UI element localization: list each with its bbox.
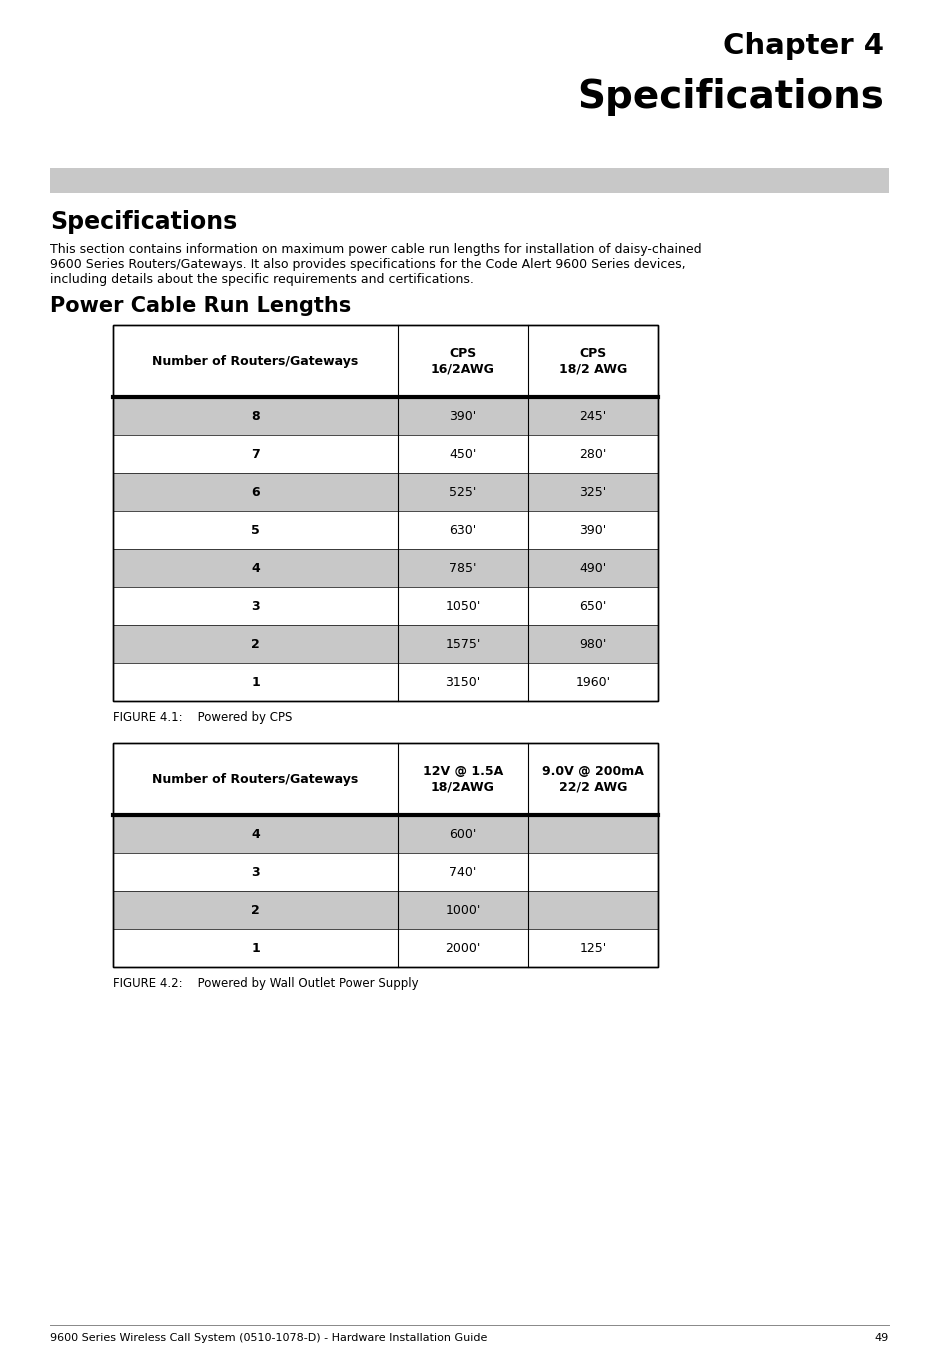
Text: 1575': 1575' (445, 638, 481, 650)
Text: This section contains information on maximum power cable run lengths for install: This section contains information on max… (50, 244, 701, 256)
Bar (113, 663, 658, 701)
Text: 600': 600' (450, 827, 477, 841)
Text: 4: 4 (251, 561, 260, 575)
Bar (113, 587, 658, 626)
Text: 3150': 3150' (445, 675, 481, 689)
Bar (113, 397, 658, 435)
Text: 1050': 1050' (445, 600, 481, 612)
Bar (113, 474, 658, 511)
Bar (113, 853, 658, 891)
Bar (113, 435, 658, 474)
Text: FIGURE 4.1:    Powered by CPS: FIGURE 4.1: Powered by CPS (113, 711, 292, 724)
Text: Chapter 4: Chapter 4 (723, 31, 884, 60)
Bar (113, 815, 658, 853)
Text: Power Cable Run Lengths: Power Cable Run Lengths (50, 296, 351, 316)
Text: 3: 3 (252, 600, 260, 612)
Text: 4: 4 (251, 827, 260, 841)
Text: 740': 740' (450, 865, 477, 879)
Text: 2000': 2000' (445, 942, 481, 954)
Bar (113, 626, 658, 663)
Text: Specifications: Specifications (50, 209, 238, 234)
Text: 12V @ 1.5A
18/2AWG: 12V @ 1.5A 18/2AWG (423, 765, 503, 793)
Text: 390': 390' (579, 523, 607, 537)
Bar (113, 743, 658, 815)
Text: 490': 490' (579, 561, 607, 575)
Text: 125': 125' (579, 942, 607, 954)
Bar (113, 324, 658, 701)
Text: Number of Routers/Gateways: Number of Routers/Gateways (152, 772, 359, 786)
Bar (113, 549, 658, 587)
Text: 1: 1 (251, 675, 260, 689)
Text: 9600 Series Wireless Call System (0510-1078-D) - Hardware Installation Guide: 9600 Series Wireless Call System (0510-1… (50, 1333, 487, 1343)
Bar (113, 511, 658, 549)
Bar (50, 168, 889, 193)
Text: 7: 7 (251, 448, 260, 460)
Bar (113, 743, 658, 967)
Text: 1: 1 (251, 942, 260, 954)
Text: 49: 49 (875, 1333, 889, 1343)
Text: 2: 2 (251, 904, 260, 916)
Text: 980': 980' (579, 638, 607, 650)
Text: 785': 785' (449, 561, 477, 575)
Text: 2: 2 (251, 638, 260, 650)
Text: FIGURE 4.2:    Powered by Wall Outlet Power Supply: FIGURE 4.2: Powered by Wall Outlet Power… (113, 977, 419, 990)
Bar (113, 891, 658, 930)
Text: Number of Routers/Gateways: Number of Routers/Gateways (152, 355, 359, 367)
Text: Specifications: Specifications (577, 78, 884, 116)
Bar (113, 324, 658, 701)
Text: 3: 3 (252, 865, 260, 879)
Text: 6: 6 (252, 486, 260, 498)
Text: 650': 650' (579, 600, 607, 612)
Text: 9600 Series Routers/Gateways. It also provides specifications for the Code Alert: 9600 Series Routers/Gateways. It also pr… (50, 257, 685, 271)
Text: 325': 325' (579, 486, 607, 498)
Text: 1000': 1000' (445, 904, 481, 916)
Bar (113, 743, 658, 967)
Text: 390': 390' (450, 409, 477, 423)
Text: 280': 280' (579, 448, 607, 460)
Text: 450': 450' (450, 448, 477, 460)
Text: 9.0V @ 200mA
22/2 AWG: 9.0V @ 200mA 22/2 AWG (542, 765, 644, 793)
Text: CPS
18/2 AWG: CPS 18/2 AWG (559, 346, 627, 375)
Text: including details about the specific requirements and certifications.: including details about the specific req… (50, 272, 474, 286)
Text: CPS
16/2AWG: CPS 16/2AWG (431, 346, 495, 375)
Text: 5: 5 (251, 523, 260, 537)
Bar (113, 930, 658, 967)
Text: 245': 245' (579, 409, 607, 423)
Text: 525': 525' (450, 486, 477, 498)
Text: 1960': 1960' (576, 675, 610, 689)
Bar (113, 324, 658, 397)
Text: 630': 630' (450, 523, 477, 537)
Text: 8: 8 (252, 409, 260, 423)
